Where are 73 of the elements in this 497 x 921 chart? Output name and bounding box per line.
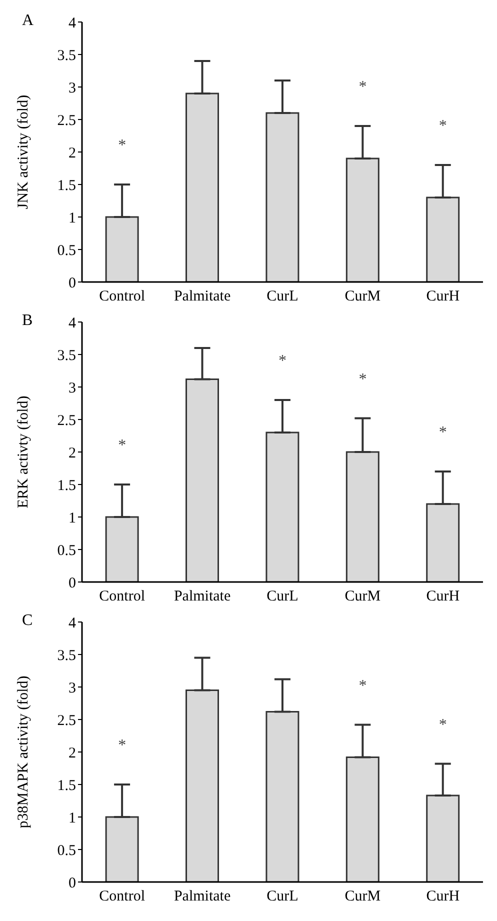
x-tick-label: CurL (266, 588, 298, 605)
annotation: * (118, 437, 126, 454)
y-axis-title: JNK activity (fold) (15, 94, 32, 210)
bar (426, 196, 460, 282)
y-tick-label: 1 (68, 810, 76, 826)
y-tick-label: 4 (68, 615, 76, 632)
y-tick-label: 1.5 (57, 778, 76, 794)
annotation: * (358, 78, 367, 96)
y-tick-label: 2.5 (57, 112, 76, 129)
chart-title: A (22, 12, 34, 30)
y-tick-label: 3 (68, 380, 76, 396)
y-tick-label: 4 (68, 15, 76, 32)
x-tick-label: Palmitate (174, 288, 231, 305)
y-tick-label: 3 (68, 80, 76, 96)
annotation: * (438, 716, 447, 734)
bar (105, 216, 139, 282)
x-tick-label: CurH (426, 888, 460, 905)
bar (266, 432, 300, 582)
x-tick-label: CurL (266, 888, 298, 905)
annotation: * (438, 424, 447, 442)
x-tick-label: CurH (426, 588, 460, 605)
y-tick-label: 0.5 (57, 542, 76, 559)
bar (266, 112, 300, 282)
x-tick-label: CurM (344, 588, 381, 605)
bar (186, 92, 220, 282)
x-tick-label: CurM (344, 288, 381, 305)
y-tick-label: 0 (68, 275, 76, 292)
x-tick-label: Control (99, 288, 146, 305)
x-tick-label: CurM (344, 888, 381, 905)
annotation: * (118, 737, 126, 754)
chart-title: C (22, 612, 33, 630)
y-axis-title: p38MAPK activity (fold) (15, 676, 32, 828)
annotation: * (118, 137, 126, 154)
bar (186, 690, 220, 882)
y-tick-label: 0.5 (57, 242, 76, 259)
y-tick-label: 0 (68, 875, 76, 892)
x-tick-label: CurH (426, 288, 460, 305)
annotation: * (358, 370, 367, 388)
x-tick-label: Palmitate (174, 888, 231, 905)
bar (105, 816, 139, 882)
bar (186, 378, 220, 582)
bar (426, 503, 460, 582)
y-tick-label: 2.5 (57, 412, 76, 429)
y-axis-title: ERK activty (fold) (15, 396, 32, 508)
y-tick-label: 2.5 (57, 712, 76, 729)
x-tick-label: Palmitate (174, 588, 231, 605)
annotation: * (278, 352, 286, 370)
y-tick-label: 1 (68, 210, 76, 226)
bar (266, 710, 300, 882)
x-tick-label: Control (99, 888, 146, 905)
y-tick-label: 0 (68, 575, 76, 592)
bar (346, 451, 380, 582)
y-tick-label: 1.5 (57, 178, 76, 194)
x-tick-label: CurL (266, 288, 298, 305)
y-tick-label: 4 (68, 315, 76, 332)
bar (426, 794, 460, 882)
chart-title: B (22, 312, 33, 330)
y-tick-label: 3.5 (57, 48, 76, 64)
y-tick-label: 1.5 (57, 478, 76, 494)
y-tick-label: 0.5 (57, 842, 76, 859)
x-tick-label: Control (99, 588, 146, 605)
annotation: * (358, 677, 367, 694)
y-tick-label: 2 (68, 445, 76, 462)
y-tick-label: 2 (68, 745, 76, 762)
annotation: * (438, 118, 447, 135)
y-tick-label: 3.5 (57, 648, 76, 664)
bar (346, 158, 380, 282)
y-tick-label: 2 (68, 145, 76, 162)
y-tick-label: 3 (68, 680, 76, 696)
y-tick-label: 3.5 (57, 348, 76, 364)
bar (105, 516, 139, 582)
y-tick-label: 1 (68, 510, 76, 526)
bar (346, 756, 380, 882)
